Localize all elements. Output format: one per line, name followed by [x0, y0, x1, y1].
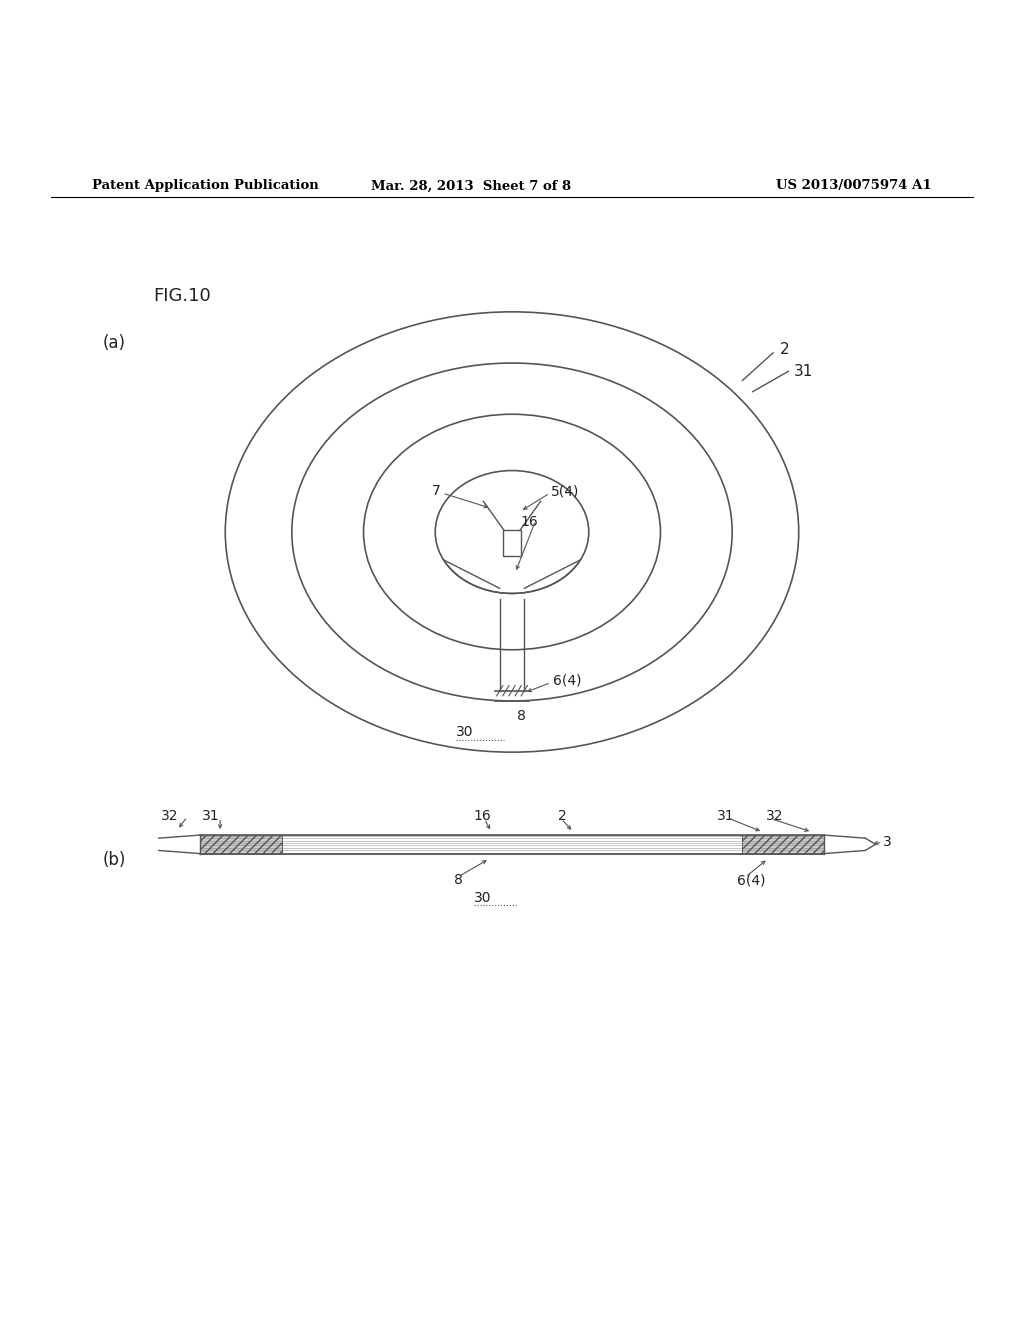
- Text: 8: 8: [454, 873, 463, 887]
- Text: 32: 32: [161, 809, 178, 822]
- Text: 31: 31: [717, 809, 734, 822]
- Bar: [200, 836, 282, 854]
- Text: Patent Application Publication: Patent Application Publication: [92, 180, 318, 193]
- Bar: [282, 836, 742, 854]
- Text: Mar. 28, 2013  Sheet 7 of 8: Mar. 28, 2013 Sheet 7 of 8: [371, 180, 571, 193]
- Text: US 2013/0075974 A1: US 2013/0075974 A1: [776, 180, 932, 193]
- Text: 32: 32: [766, 809, 783, 822]
- Text: FIG.10: FIG.10: [154, 288, 211, 305]
- Text: 16: 16: [473, 809, 490, 822]
- Text: 30: 30: [474, 891, 492, 904]
- Text: 2: 2: [558, 809, 567, 822]
- Bar: [742, 836, 824, 854]
- Text: 6(4): 6(4): [737, 873, 766, 887]
- Text: 31: 31: [794, 364, 813, 379]
- Text: 5(4): 5(4): [551, 484, 580, 498]
- Text: 3: 3: [883, 836, 892, 849]
- Text: 7: 7: [431, 484, 440, 498]
- Text: 6(4): 6(4): [553, 673, 582, 688]
- Text: (b): (b): [102, 850, 126, 869]
- Text: 8: 8: [517, 709, 526, 723]
- Bar: [503, 529, 521, 556]
- Text: (a): (a): [102, 334, 125, 351]
- Text: 30: 30: [456, 725, 473, 739]
- Text: 16: 16: [520, 515, 538, 529]
- Text: 31: 31: [202, 809, 219, 822]
- Text: 2: 2: [780, 342, 790, 358]
